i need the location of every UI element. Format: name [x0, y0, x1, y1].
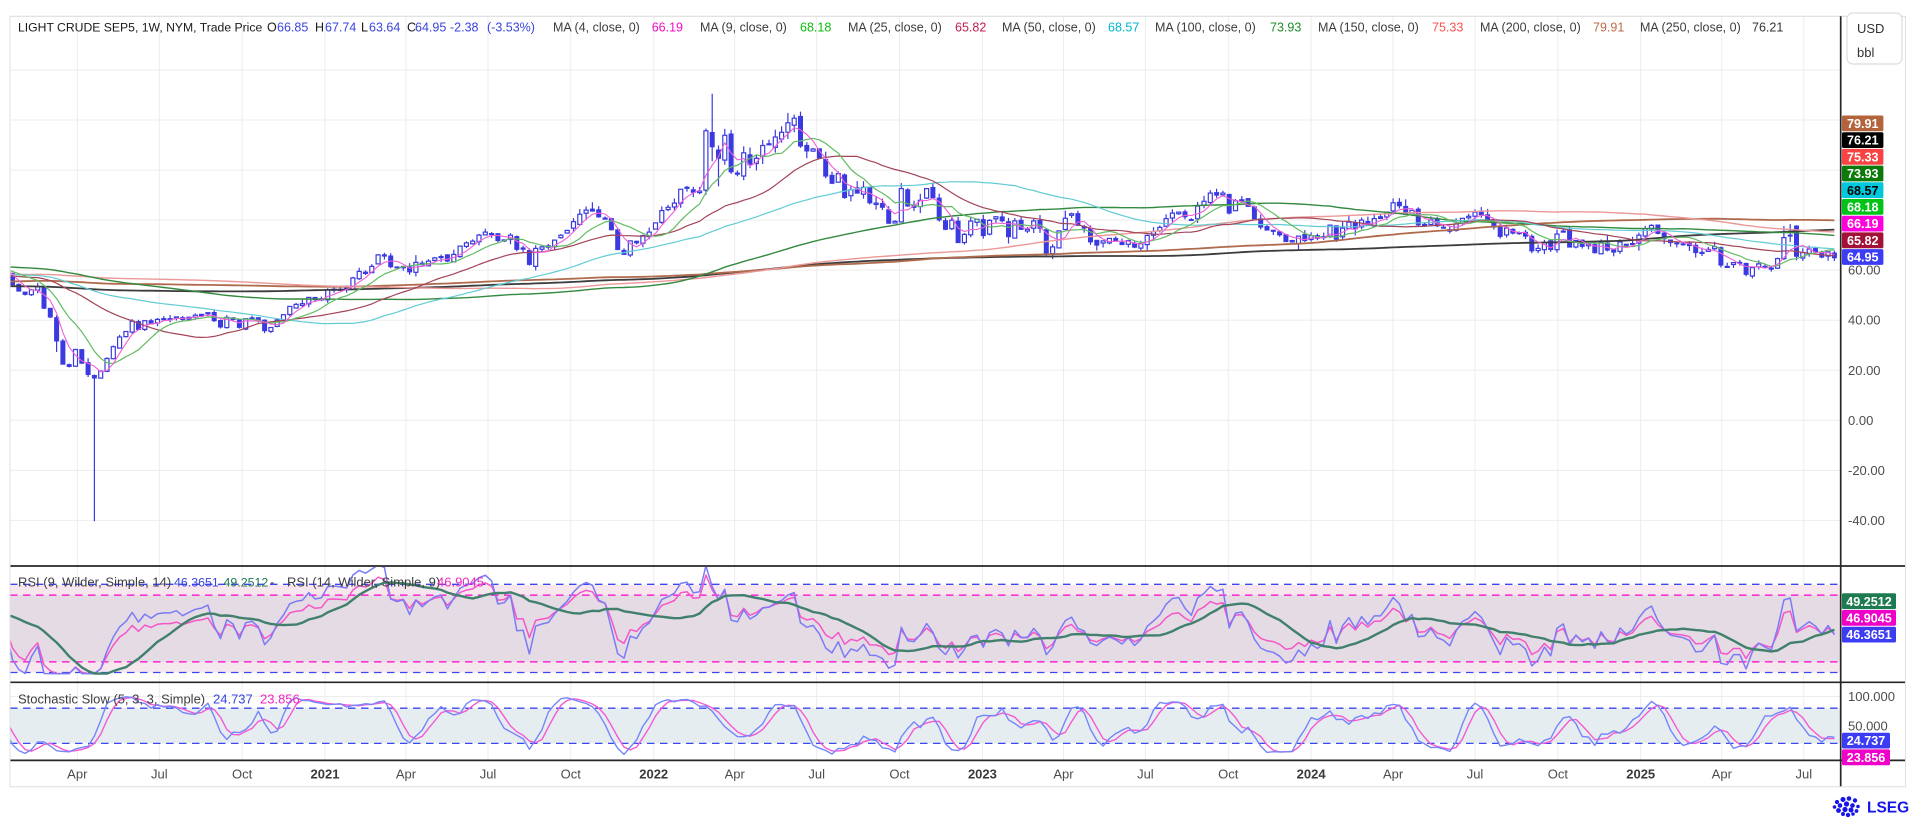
- svg-text:MA (50, close, 0): MA (50, close, 0): [1002, 21, 1096, 35]
- svg-text:(-3.53%): (-3.53%): [487, 21, 535, 35]
- svg-text:68.57: 68.57: [1108, 21, 1139, 35]
- svg-text:100.000: 100.000: [1848, 689, 1895, 704]
- svg-text:MA (250, close, 0): MA (250, close, 0): [1640, 21, 1741, 35]
- svg-text:Jul: Jul: [480, 767, 497, 782]
- svg-text:H: H: [315, 21, 324, 35]
- svg-text:60.00: 60.00: [1848, 263, 1881, 278]
- svg-text:L: L: [361, 21, 368, 35]
- svg-text:USD: USD: [1857, 21, 1884, 36]
- svg-text:68.57: 68.57: [1847, 184, 1879, 198]
- svg-text:Apr: Apr: [1712, 767, 1733, 782]
- svg-text:O: O: [267, 21, 277, 35]
- svg-text:Jul: Jul: [808, 767, 825, 782]
- svg-text:2022: 2022: [639, 767, 668, 782]
- svg-text:Apr: Apr: [67, 767, 88, 782]
- svg-text:RSI (9, Wilder, Simple, 14): RSI (9, Wilder, Simple, 14): [18, 575, 171, 590]
- svg-text:46.9045: 46.9045: [437, 575, 484, 590]
- svg-text:46.3651: 46.3651: [1846, 628, 1892, 642]
- svg-text:Oct: Oct: [561, 767, 582, 782]
- svg-text:2025: 2025: [1626, 767, 1655, 782]
- svg-text:Apr: Apr: [1053, 767, 1074, 782]
- svg-text:76.21: 76.21: [1752, 21, 1783, 35]
- svg-text:C: C: [407, 21, 416, 35]
- svg-text:MA (200, close, 0): MA (200, close, 0): [1480, 21, 1581, 35]
- svg-text:MA (25, close, 0): MA (25, close, 0): [848, 21, 942, 35]
- svg-text:MA (100, close, 0): MA (100, close, 0): [1155, 21, 1256, 35]
- svg-text:Apr: Apr: [1383, 767, 1404, 782]
- svg-text:23.856: 23.856: [1847, 751, 1886, 765]
- svg-text:73.93: 73.93: [1847, 167, 1879, 181]
- svg-text:49.2512: 49.2512: [1846, 595, 1892, 609]
- svg-text:LIGHT CRUDE SEP5, 1W, NYM, Tra: LIGHT CRUDE SEP5, 1W, NYM, Trade Price: [18, 21, 262, 35]
- svg-text:65.82: 65.82: [1847, 234, 1879, 248]
- svg-text:Oct: Oct: [889, 767, 910, 782]
- svg-text:75.33: 75.33: [1847, 150, 1879, 164]
- svg-text:RSI (14, Wilder, Simple, 9): RSI (14, Wilder, Simple, 9): [287, 575, 440, 590]
- svg-text:Jul: Jul: [1467, 767, 1484, 782]
- svg-text:20.00: 20.00: [1848, 363, 1881, 378]
- svg-text:46.9045: 46.9045: [1846, 612, 1892, 626]
- svg-text:Apr: Apr: [725, 767, 746, 782]
- svg-text:Apr: Apr: [396, 767, 417, 782]
- svg-text:24.737: 24.737: [213, 692, 253, 707]
- svg-text:2023: 2023: [968, 767, 997, 782]
- svg-text:LSEG: LSEG: [1867, 800, 1909, 817]
- svg-text:23.856: 23.856: [260, 692, 300, 707]
- svg-text:64.95: 64.95: [1847, 251, 1879, 265]
- svg-text:46.3651: 46.3651: [174, 576, 219, 590]
- svg-text:68.18: 68.18: [800, 21, 831, 35]
- svg-text:MA (9, close, 0): MA (9, close, 0): [700, 21, 787, 35]
- svg-text:76.21: 76.21: [1847, 134, 1879, 148]
- svg-text:75.33: 75.33: [1432, 21, 1463, 35]
- svg-text:-20.00: -20.00: [1848, 463, 1885, 478]
- svg-text:Jul: Jul: [151, 767, 168, 782]
- svg-text:-2.38: -2.38: [450, 21, 479, 35]
- svg-text:49.2512: 49.2512: [224, 576, 269, 590]
- svg-text:24.737: 24.737: [1847, 734, 1886, 748]
- svg-text:Jul: Jul: [1795, 767, 1812, 782]
- svg-text:2021: 2021: [311, 767, 340, 782]
- svg-text:63.64: 63.64: [369, 21, 400, 35]
- svg-text:66.19: 66.19: [1847, 217, 1879, 231]
- svg-text:66.19: 66.19: [652, 21, 683, 35]
- svg-text:Jul: Jul: [1137, 767, 1154, 782]
- svg-text:73.93: 73.93: [1270, 21, 1301, 35]
- svg-text:50.000: 50.000: [1848, 718, 1888, 733]
- svg-text:64.95: 64.95: [415, 21, 446, 35]
- svg-text:Oct: Oct: [1548, 767, 1569, 782]
- svg-text:Oct: Oct: [232, 767, 253, 782]
- svg-text:0.00: 0.00: [1848, 413, 1873, 428]
- svg-text:66.85: 66.85: [277, 21, 308, 35]
- svg-text:79.91: 79.91: [1847, 117, 1879, 131]
- svg-text:65.82: 65.82: [955, 21, 986, 35]
- svg-text:MA (150, close, 0): MA (150, close, 0): [1318, 21, 1419, 35]
- svg-text:68.18: 68.18: [1847, 201, 1879, 215]
- svg-text:79.91: 79.91: [1593, 21, 1624, 35]
- svg-text:67.74: 67.74: [325, 21, 356, 35]
- svg-text:Stochastic Slow (5, 3, 3, Simp: Stochastic Slow (5, 3, 3, Simple): [18, 692, 205, 707]
- svg-text:bbl: bbl: [1857, 45, 1874, 60]
- svg-text:2024: 2024: [1297, 767, 1327, 782]
- svg-text:-: -: [270, 575, 274, 590]
- svg-text:-40.00: -40.00: [1848, 513, 1885, 528]
- svg-text:MA (4, close, 0): MA (4, close, 0): [553, 21, 640, 35]
- svg-text:40.00: 40.00: [1848, 313, 1881, 328]
- svg-text:Oct: Oct: [1218, 767, 1239, 782]
